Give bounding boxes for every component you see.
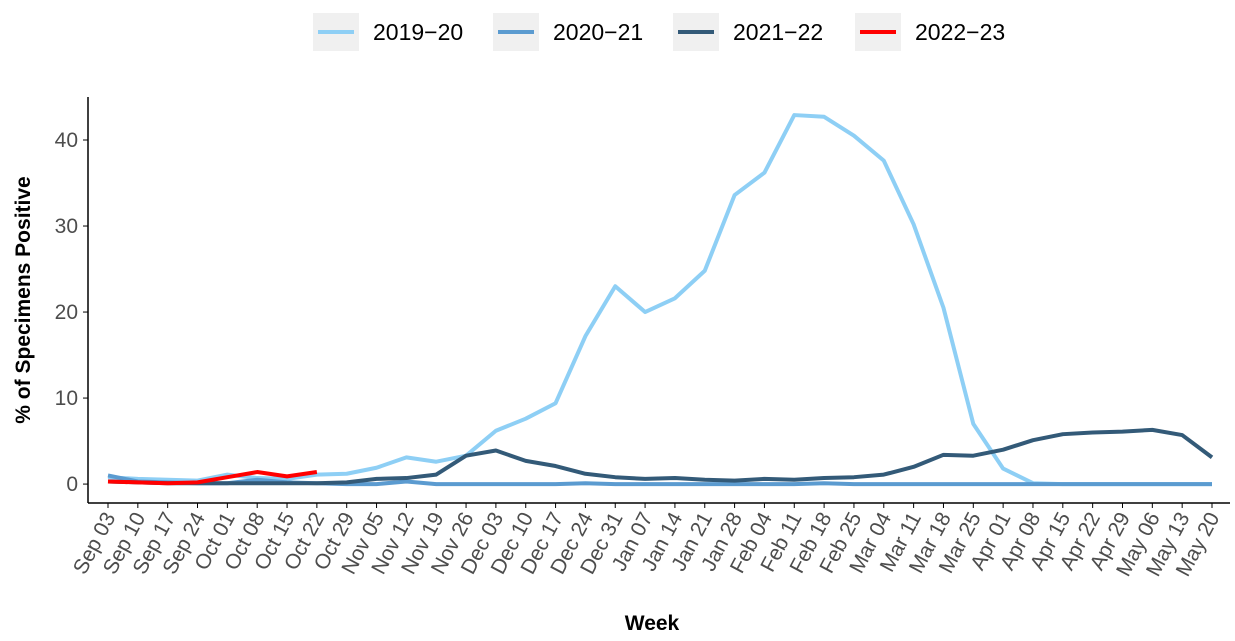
y-tick-label: 20 <box>55 301 78 324</box>
legend-label: 2020−21 <box>553 19 643 45</box>
series-line <box>107 470 318 486</box>
series-line <box>107 113 1212 487</box>
legend-label: 2019−20 <box>373 19 463 45</box>
series-line <box>107 427 1214 486</box>
y-tick-label: 40 <box>55 129 78 152</box>
y-tick-label: 30 <box>55 215 78 238</box>
legend-label: 2021−22 <box>733 19 823 45</box>
y-axis-title: % of Specimens Positive <box>12 176 35 423</box>
y-tick-label: 0 <box>66 473 78 496</box>
x-axis-title: Week <box>625 612 680 635</box>
y-tick-label: 10 <box>55 387 78 410</box>
legend-label: 2022−23 <box>915 19 1005 45</box>
